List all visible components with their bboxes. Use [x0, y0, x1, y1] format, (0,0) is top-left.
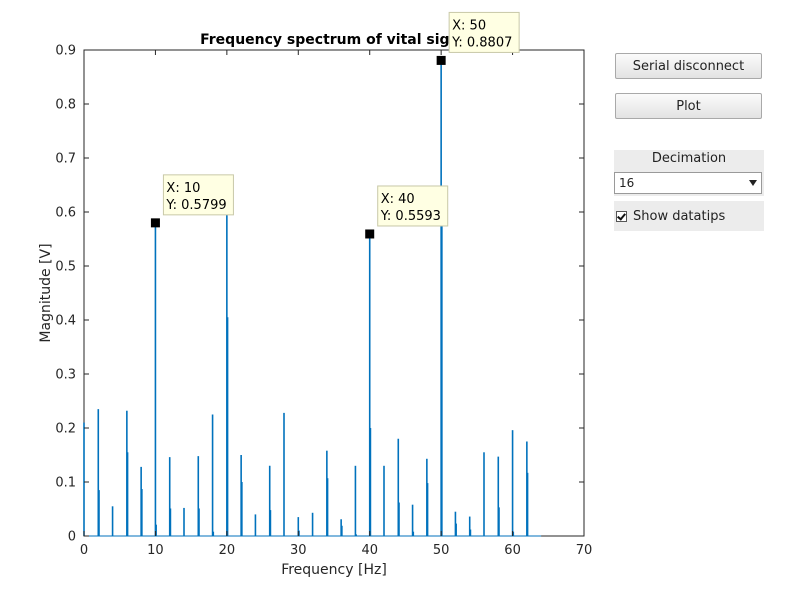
x-axis-label: Frequency [Hz] — [281, 562, 387, 578]
x-tick-label: 30 — [290, 543, 307, 558]
serial-disconnect-button[interactable]: Serial disconnect — [615, 53, 762, 79]
x-tick-label: 0 — [80, 543, 88, 558]
decimation-label: Decimation — [651, 151, 727, 166]
datatip-box — [448, 11, 520, 53]
y-tick-label: 0.8 — [55, 98, 76, 113]
show-datatips-toggle[interactable]: Show datatips — [614, 205, 764, 227]
decimation-select[interactable]: 16 — [614, 172, 762, 194]
datatip-marker — [365, 229, 375, 239]
datatip-y-label: Y: 0.8807 — [451, 35, 512, 50]
datatip-x-label: X: 50 — [452, 18, 486, 33]
spectrum-chart: 0 10 20 30 40 50 60 70 0 0.1 0.2 0.3 0.4 0.5 0.6 0.7 0.8… — [38, 11, 593, 578]
y-tick-label: 0.1 — [55, 476, 76, 491]
y-axis-label: Magnitude [V] — [38, 243, 54, 342]
datatip-marker — [150, 218, 160, 228]
datatip-x-label: X: 40 — [381, 192, 415, 207]
datatip-y-label: Y: 0.5799 — [165, 198, 226, 213]
datatip-box — [377, 185, 449, 227]
y-tick-label: 0.2 — [55, 422, 76, 437]
checkbox-checked-icon[interactable] — [616, 210, 627, 222]
datatips-panel — [614, 201, 764, 231]
y-tick-label: 0.6 — [55, 206, 76, 221]
show-datatips-label: Show datatips — [633, 208, 726, 224]
x-tick-label: 70 — [576, 543, 593, 558]
x-tick-label: 10 — [147, 543, 164, 558]
datatip-box — [162, 174, 234, 216]
x-tick-label: 40 — [361, 543, 378, 558]
y-tick-label: 0 — [68, 530, 76, 545]
x-tick-label: 60 — [504, 543, 521, 558]
chart-title: Frequency spectrum of vital signs — [200, 32, 468, 48]
datatip-marker — [436, 55, 446, 65]
y-tick-label: 0.7 — [55, 152, 76, 167]
y-tick-label: 0.4 — [55, 314, 76, 329]
x-tick-label: 50 — [433, 543, 450, 558]
y-tick-label: 0.9 — [55, 44, 76, 59]
decimation-value: 16 — [619, 176, 635, 190]
axes-box — [83, 49, 585, 537]
y-tick-label: 0.5 — [55, 260, 76, 275]
plot-button[interactable]: Plot — [615, 93, 762, 119]
datatip-y-label: Y: 0.5593 — [380, 209, 441, 224]
x-tick-label: 20 — [219, 543, 236, 558]
chevron-down-icon — [749, 180, 757, 186]
y-tick-label: 0.3 — [55, 368, 76, 383]
datatip-x-label: X: 10 — [166, 181, 200, 196]
